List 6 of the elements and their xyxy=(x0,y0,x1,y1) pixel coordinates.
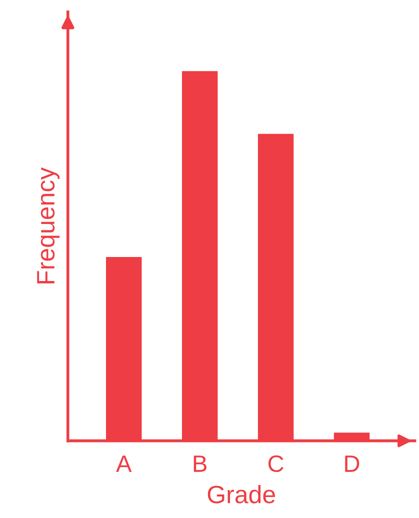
x-tick-label: C xyxy=(268,455,284,472)
x-tick-label: B xyxy=(194,456,206,472)
x-tick-label: A xyxy=(116,456,132,472)
y-axis-title: Frequency xyxy=(37,167,60,284)
x-axis-title: Grade xyxy=(208,485,275,504)
x-tick-label: D xyxy=(345,456,360,472)
